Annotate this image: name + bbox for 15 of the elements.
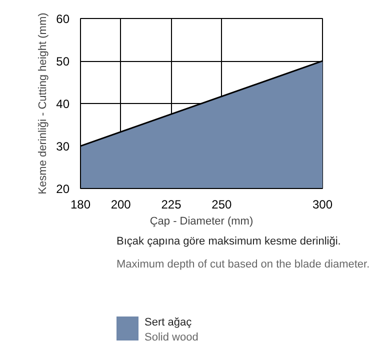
y-axis-title: Kesme derinliği - Cutting height (mm): [37, 12, 50, 194]
text: Bıçak çapına göre maksimum kesme derinliği.: [116, 236, 341, 248]
x-axis-title: Çap - Diameter (mm): [150, 216, 254, 228]
x-tick-label: 225: [161, 198, 182, 212]
y-tick-label: 60: [56, 12, 70, 26]
y-tick-label: 30: [56, 140, 70, 154]
x-tick-label: 180: [70, 198, 91, 212]
y-tick-label: 40: [56, 97, 70, 111]
x-tick-label: 300: [312, 198, 333, 212]
text: Maximum depth of cut based on the blade diameter.: [116, 258, 370, 270]
legend-label: Sert ağaç Solid wood: [144, 316, 198, 344]
x-tick-label: 200: [110, 198, 132, 212]
y-tick-label: 50: [56, 54, 70, 68]
y-tick-label: 20: [56, 182, 70, 196]
x-tick-label: 250: [212, 198, 232, 212]
